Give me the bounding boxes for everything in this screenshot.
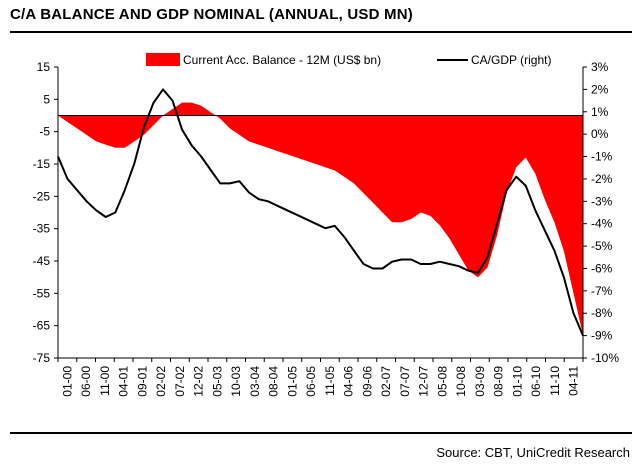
chart-title: C/A BALANCE AND GDP NOMINAL (ANNUAL, USD… xyxy=(10,6,413,23)
right-tick-label: 2% xyxy=(591,82,609,96)
title-rule xyxy=(10,31,632,33)
legend-label-line: CA/GDP (right) xyxy=(471,53,551,67)
right-tick-label: -3% xyxy=(591,194,613,208)
current-account-area xyxy=(58,102,583,336)
right-tick-label: 3% xyxy=(591,60,609,74)
x-tick-label: 03-09 xyxy=(473,366,487,397)
left-tick-label: -25 xyxy=(33,189,51,203)
x-tick-label: 11-00 xyxy=(98,366,112,396)
x-tick-label: 04-11 xyxy=(567,366,581,396)
x-tick-label: 07-07 xyxy=(398,366,412,397)
right-tick-label: -10% xyxy=(591,351,619,365)
source-rule xyxy=(10,432,632,434)
axis-layer: 15 5 -5 -15 -25 -35 -45 -55 -65 -75 3% 2% 1% 0% -1% -2%… xyxy=(33,60,620,397)
legend: Current Acc. Balance - 12M (US$ bn) CA/G… xyxy=(146,53,551,67)
left-tick-label: -75 xyxy=(33,351,51,365)
x-tick-label: 01-10 xyxy=(510,366,524,397)
legend-swatch-area xyxy=(146,53,180,66)
x-tick-label: 08-04 xyxy=(267,366,281,397)
x-tick-label: 04-06 xyxy=(342,366,356,397)
right-tick-label: 0% xyxy=(591,127,609,141)
right-tick-label: -4% xyxy=(591,217,613,231)
left-tick-label: -45 xyxy=(33,254,51,268)
x-tick-label: 09-06 xyxy=(360,366,374,397)
left-tick-label: 5 xyxy=(43,92,50,106)
area-layer xyxy=(58,102,583,336)
x-tick-label: 01-05 xyxy=(285,366,299,397)
x-tick-label: 10-08 xyxy=(454,366,468,397)
right-tick-label: -9% xyxy=(591,329,613,343)
right-tick-label: -6% xyxy=(591,261,613,275)
x-tick-label: 06-10 xyxy=(529,366,543,397)
x-tick-label: 02-07 xyxy=(379,366,393,397)
x-tick-label: 02-02 xyxy=(154,366,168,397)
x-tick-label: 06-05 xyxy=(304,366,318,397)
right-tick-label: -2% xyxy=(591,172,613,186)
right-tick-label: -5% xyxy=(591,239,613,253)
ca-gdp-line xyxy=(57,88,584,336)
x-tick-label: 07-02 xyxy=(173,366,187,397)
left-tick-label: -15 xyxy=(33,157,51,171)
right-tick-label: -7% xyxy=(591,284,613,298)
x-tick-label: 01-00 xyxy=(60,366,74,397)
x-tick-label: 08-09 xyxy=(492,366,506,397)
right-tick-label: -8% xyxy=(591,306,613,320)
x-tick-label: 04-01 xyxy=(117,366,131,397)
left-tick-label: -65 xyxy=(33,319,51,333)
left-tick-label: -55 xyxy=(33,286,51,300)
x-tick-label: 03-04 xyxy=(248,366,262,397)
x-tick-label: 11-05 xyxy=(323,366,337,396)
right-tick-label: 1% xyxy=(591,105,609,119)
right-tick-label: -1% xyxy=(591,150,613,164)
left-tick-label: -5 xyxy=(39,125,50,139)
left-tick-label: -35 xyxy=(33,222,51,236)
x-tick-label: 11-10 xyxy=(548,366,562,396)
x-tick-label: 12-02 xyxy=(192,366,206,397)
left-tick-label: 15 xyxy=(37,60,51,74)
x-tick-label: 10-03 xyxy=(229,366,243,397)
x-tick-label: 12-07 xyxy=(417,366,431,397)
x-tick-label: 05-08 xyxy=(435,366,449,397)
legend-label-area: Current Acc. Balance - 12M (US$ bn) xyxy=(183,53,381,67)
x-tick-label: 05-03 xyxy=(210,366,224,397)
x-tick-label: 06-00 xyxy=(79,366,93,397)
line-layer xyxy=(57,88,584,336)
source-note: Source: CBT, UniCredit Research xyxy=(436,445,630,460)
x-tick-label: 09-01 xyxy=(135,366,149,397)
